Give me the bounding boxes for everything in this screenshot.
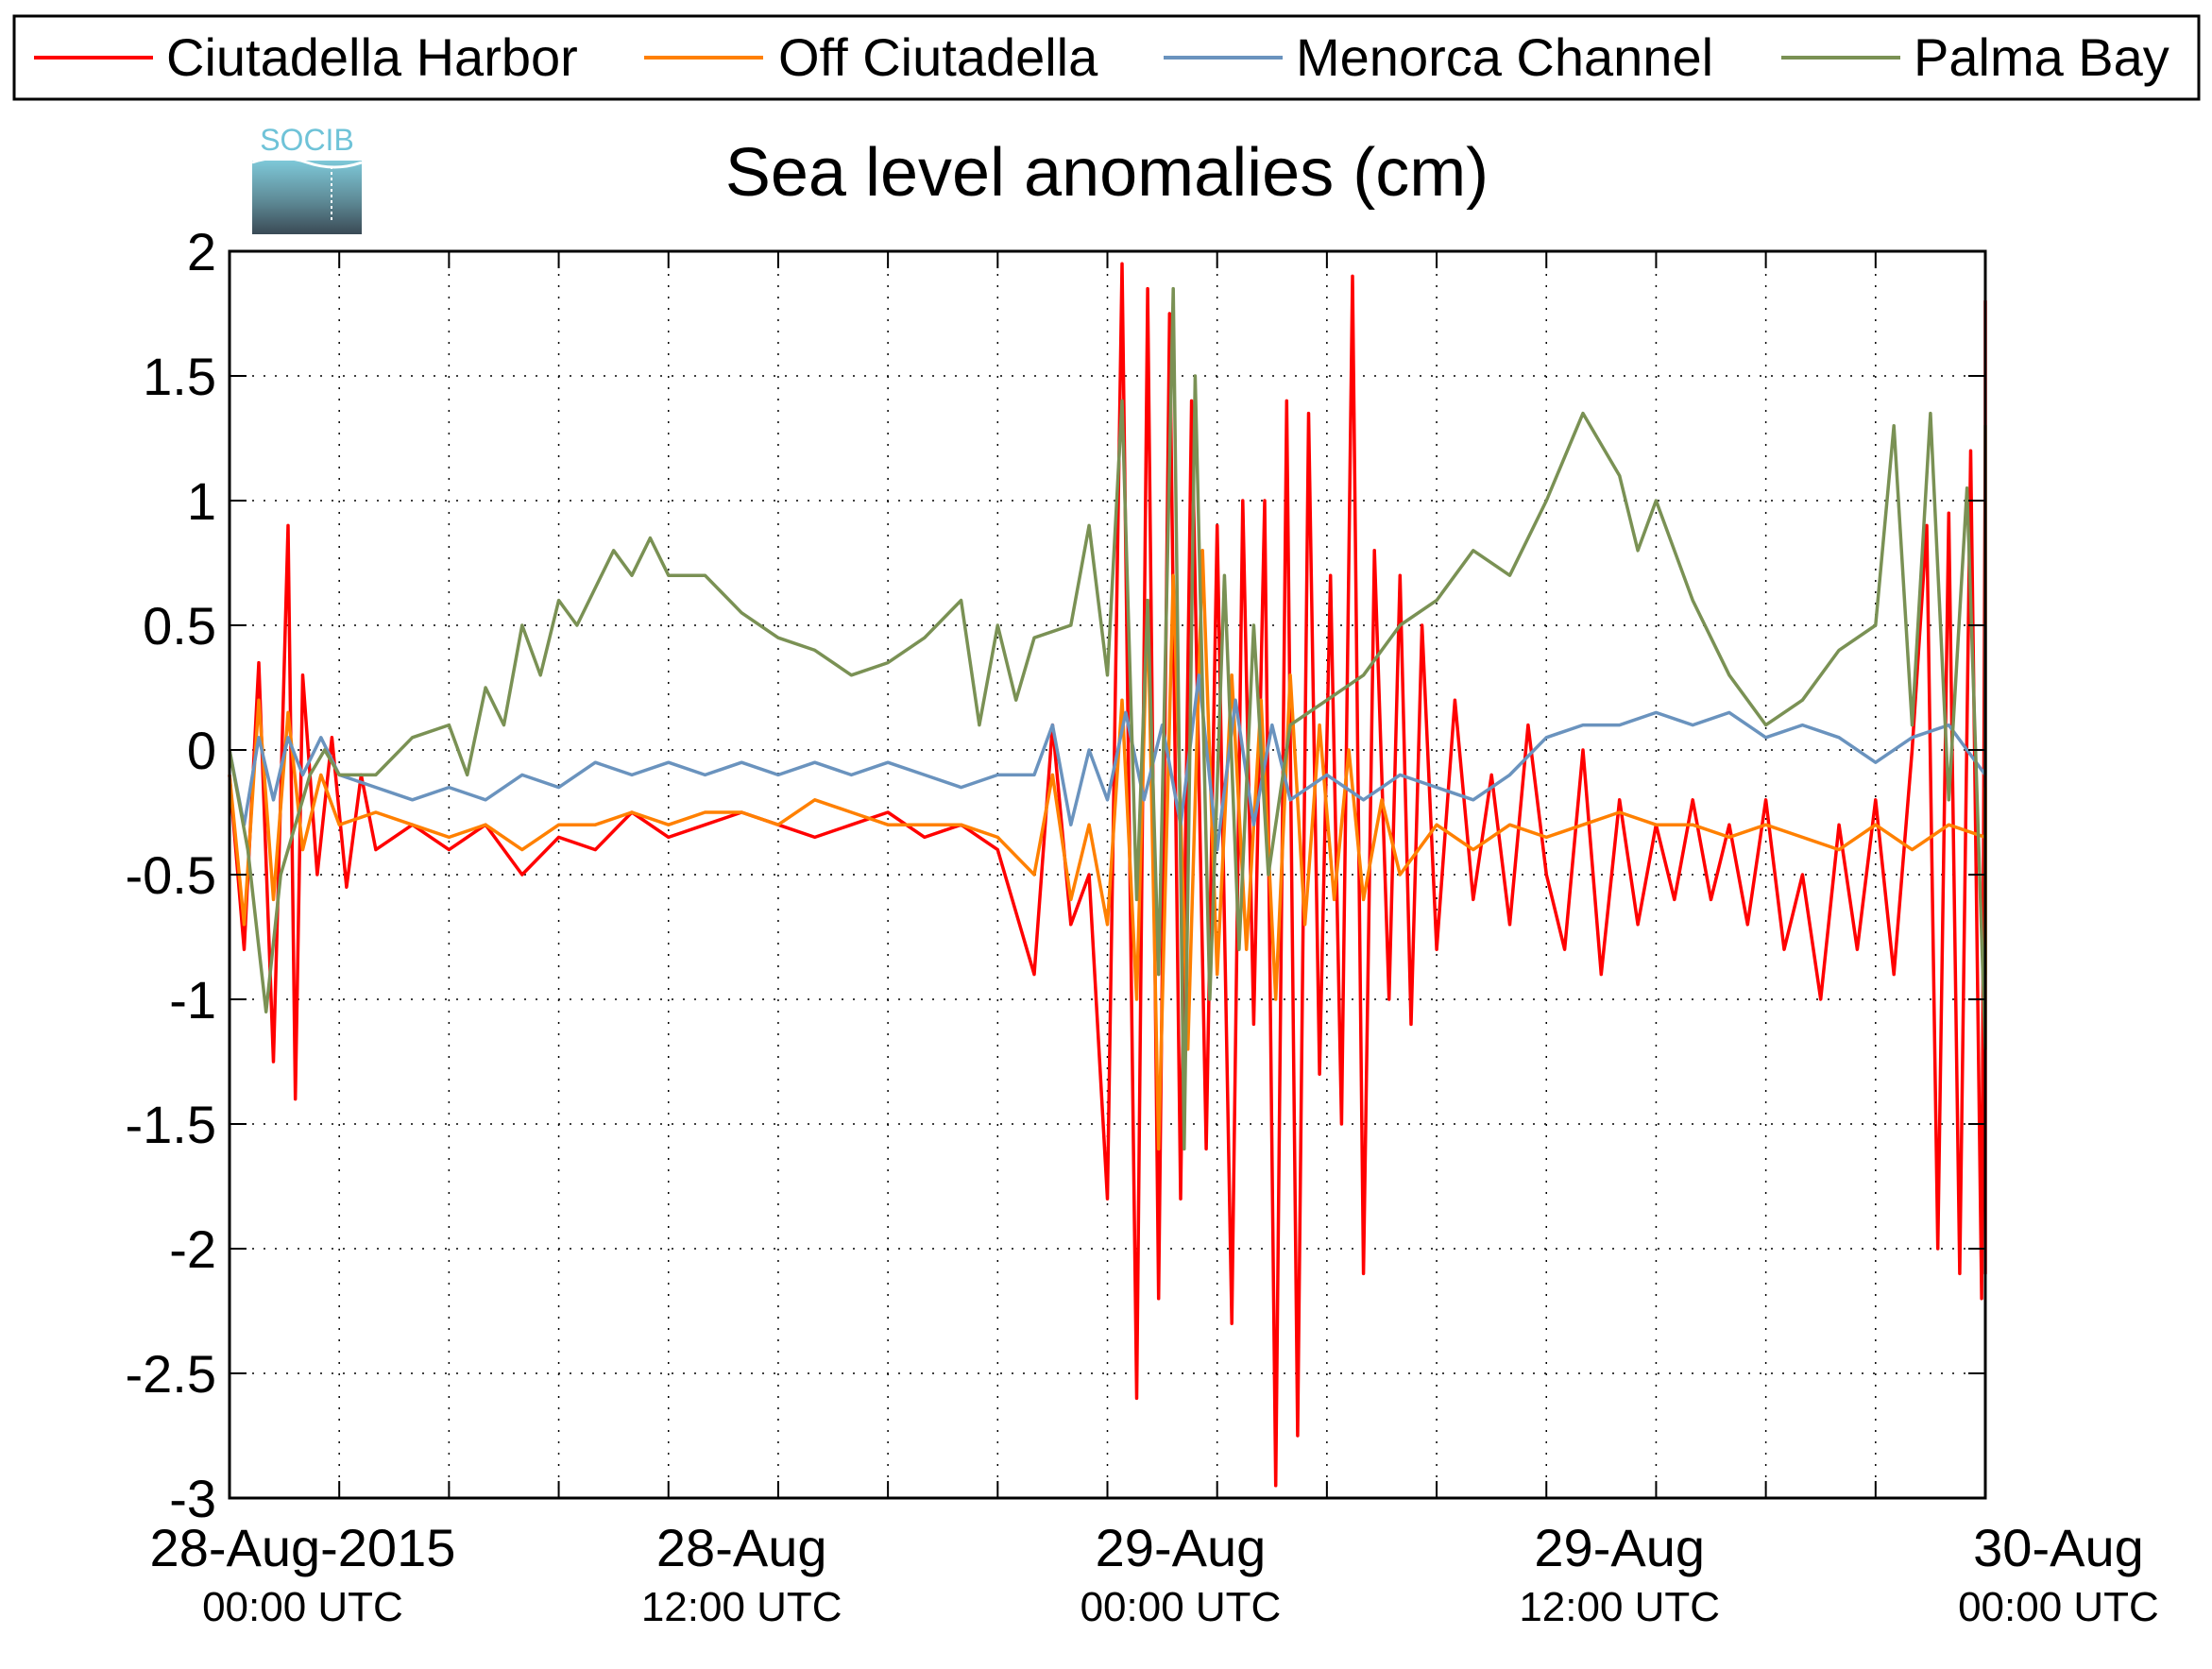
y-tick-label: 0 <box>187 721 216 780</box>
x-tick-time-label: 00:00 UTC <box>1958 1584 2159 1630</box>
x-tick-time-label: 00:00 UTC <box>1080 1584 1282 1630</box>
chart-title: Sea level anomalies (cm) <box>725 135 1489 211</box>
y-tick-label: -1 <box>169 970 216 1030</box>
y-tick-label: -0.5 <box>126 845 217 905</box>
x-tick-date-label: 29-Aug <box>1534 1518 1705 1577</box>
y-tick-label: 1 <box>187 471 216 531</box>
socib-logo-text: SOCIB <box>260 123 354 157</box>
x-tick-date-label: 30-Aug <box>1973 1518 2144 1577</box>
socib-logo-water <box>252 161 362 234</box>
series-line-ciutadella-harbor <box>228 262 1987 1488</box>
x-tick-date-label: 28-Aug-2015 <box>150 1518 456 1577</box>
socib-logo: SOCIB <box>251 123 363 234</box>
tick-marks <box>229 250 1986 1499</box>
legend-item-ciutadella-harbor: Ciutadella Harbor <box>34 27 578 87</box>
y-tick-label: 1.5 <box>143 347 216 406</box>
grid <box>230 251 1985 1498</box>
legend-label-palma-bay: Palma Bay <box>1914 27 2169 87</box>
series-line-menorca-channel <box>228 625 1987 852</box>
y-tick-label: 0.5 <box>143 596 216 656</box>
legend-item-off-ciutadella: Off Ciutadella <box>644 27 1098 87</box>
x-axis: 28-Aug-2015 00:00 UTC 28-Aug 12:00 UTC 29-Au… <box>150 1518 2159 1630</box>
legend-label-menorca-channel: Menorca Channel <box>1296 27 1713 87</box>
x-tick-date-label: 29-Aug <box>1096 1518 1267 1577</box>
x-tick-date-label: 28-Aug <box>656 1518 827 1577</box>
legend-item-palma-bay: Palma Bay <box>1781 27 2169 87</box>
x-tick-time-label: 12:00 UTC <box>1519 1584 1720 1630</box>
y-tick-label: 2 <box>187 222 216 281</box>
y-tick-label: -1.5 <box>126 1095 217 1154</box>
series-layer <box>228 262 1987 1488</box>
legend: Ciutadella Harbor Off Ciutadella Menorca… <box>12 14 2201 101</box>
legend-item-menorca-channel: Menorca Channel <box>1164 27 1713 87</box>
legend-label-ciutadella-harbor: Ciutadella Harbor <box>166 27 578 87</box>
series-line-palma-bay <box>228 286 1987 1151</box>
y-axis: 2 1.5 1 0.5 0 -0.5 -1 -1.5 -2 -2.5 -3 <box>126 222 217 1528</box>
y-tick-label: -2.5 <box>126 1344 217 1404</box>
socib-logo-wave <box>251 156 363 169</box>
y-tick-label: -2 <box>169 1219 216 1279</box>
series-line-off-ciutadella <box>228 549 1987 1151</box>
x-tick-time-label: 12:00 UTC <box>641 1584 842 1630</box>
legend-label-off-ciutadella: Off Ciutadella <box>778 27 1098 87</box>
y-tick-label: -3 <box>169 1469 216 1528</box>
x-tick-time-label: 00:00 UTC <box>202 1584 403 1630</box>
